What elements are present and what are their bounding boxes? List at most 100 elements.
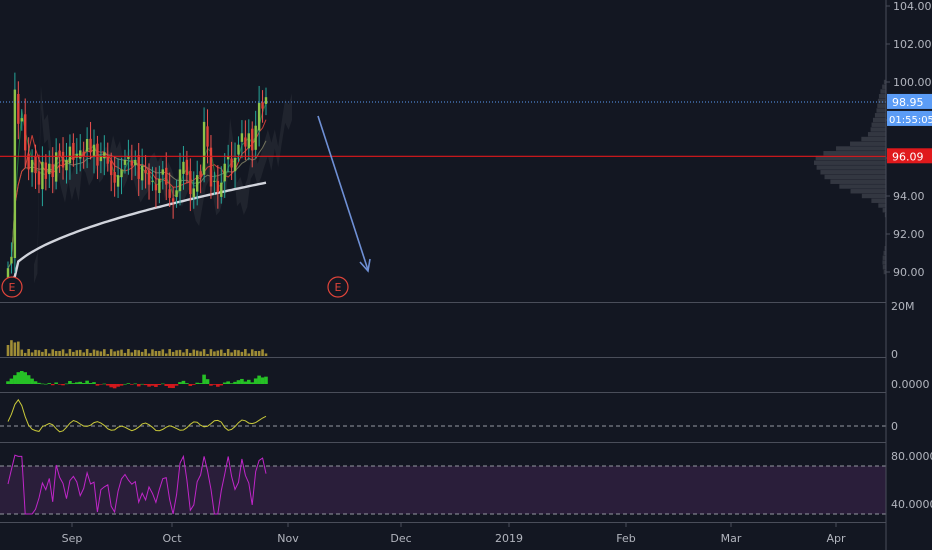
- price-axis-label: 100.00: [893, 76, 932, 89]
- macd-histogram-bar: [13, 375, 17, 384]
- volume-profile-bar: [839, 184, 886, 189]
- macd-histogram-bar: [99, 384, 103, 385]
- volume-bar: [223, 352, 227, 356]
- price-axis-label: 104.00: [893, 0, 932, 13]
- macd-histogram-bar: [161, 383, 165, 385]
- macd-histogram-bar: [264, 376, 268, 384]
- candle-body: [89, 138, 92, 153]
- candle-body: [206, 126, 209, 147]
- macd-histogram-bar: [164, 384, 169, 387]
- candle-body: [127, 156, 130, 160]
- macd-histogram-bar: [85, 380, 89, 384]
- volume-profile-bar: [820, 170, 886, 175]
- volume-profile-bar: [870, 127, 886, 132]
- candle-body: [144, 169, 147, 174]
- candle-body: [154, 184, 158, 191]
- candle-body: [116, 175, 120, 187]
- candle-body: [161, 169, 164, 175]
- macd-histogram-bar: [222, 382, 227, 384]
- macd-histogram-bar: [198, 383, 203, 384]
- volume-bar: [103, 349, 106, 356]
- macd-histogram-bar: [147, 384, 151, 387]
- volume-bar: [226, 349, 230, 356]
- slow-moving-average: [6, 181, 267, 290]
- candle-body: [220, 182, 223, 197]
- oscillator-axis-label: 0: [891, 420, 898, 433]
- volume-profile-bar: [883, 79, 886, 85]
- time-axis-label: Oct: [162, 532, 182, 545]
- volume-bar: [216, 350, 220, 356]
- volume-bar: [85, 349, 89, 356]
- macd-histogram-bar: [181, 380, 186, 384]
- macd-histogram-bar: [191, 384, 196, 385]
- macd-histogram-bar: [61, 384, 65, 386]
- candle-body: [103, 152, 106, 159]
- macd-histogram-bar: [71, 383, 76, 384]
- volume-bar: [154, 350, 158, 356]
- macd-histogram-bar: [102, 383, 107, 385]
- earnings-marker-label: E: [335, 281, 342, 294]
- candle-body: [24, 114, 27, 151]
- candle-body: [147, 170, 151, 185]
- candle-body: [110, 160, 113, 176]
- macd-histogram-bar: [57, 384, 62, 385]
- macd-histogram-bar: [216, 384, 220, 387]
- candle-body: [61, 151, 65, 168]
- volume-axis-label: 20M: [891, 300, 915, 313]
- volume-bar: [61, 349, 65, 356]
- candle-body: [140, 165, 144, 181]
- volume-profile-bar: [876, 108, 886, 113]
- macd-histogram-bar: [247, 379, 251, 384]
- macd-histogram-bar: [167, 384, 172, 388]
- candle-body: [230, 158, 233, 168]
- volume-bar: [192, 349, 196, 356]
- macd-histogram-bar: [236, 380, 241, 384]
- volume-bar: [147, 353, 151, 356]
- candle-body: [48, 163, 51, 175]
- volume-profile-bar: [871, 198, 886, 203]
- macd-histogram-bar: [116, 384, 120, 387]
- macd-histogram-bar: [44, 383, 48, 385]
- volume-bar: [137, 350, 141, 356]
- volume-bar: [178, 349, 182, 356]
- macd-histogram-bar: [40, 383, 45, 385]
- price-axis-label: 94.00: [893, 190, 925, 203]
- candle-body: [199, 171, 202, 177]
- volume-bar: [195, 350, 199, 356]
- macd-histogram-bar: [9, 378, 14, 384]
- volume-bar: [113, 351, 116, 356]
- candle-body: [44, 162, 48, 179]
- volume-bar: [96, 350, 99, 356]
- volume-profile-bar: [871, 122, 886, 127]
- volume-profile-bar: [861, 193, 886, 199]
- chart-marks-layer: [0, 72, 886, 515]
- candle-body: [257, 102, 261, 131]
- macd-axis-label: 0.0000: [891, 378, 930, 391]
- macd-histogram-bar: [195, 382, 199, 384]
- candle-body: [137, 155, 140, 179]
- volume-bar: [120, 349, 123, 356]
- macd-histogram-bar: [240, 378, 244, 384]
- macd-histogram-bar: [64, 383, 69, 385]
- volume-profile-bar: [883, 250, 886, 256]
- volume-profile-bar: [823, 151, 886, 156]
- candle-body: [233, 158, 237, 172]
- time-axis-label: Feb: [616, 532, 635, 545]
- volume-bar: [158, 350, 161, 356]
- volume-profile-bar: [884, 246, 886, 251]
- rsi-band: [0, 466, 886, 514]
- volume-profile-bar: [882, 265, 886, 270]
- macd-histogram-bar: [143, 384, 148, 386]
- candle-body: [85, 139, 89, 152]
- macd-histogram-bar: [6, 381, 10, 384]
- candle-body: [237, 144, 240, 155]
- macd-histogram-bar: [188, 384, 193, 386]
- volume-bar: [27, 349, 30, 356]
- candle-body: [254, 125, 257, 150]
- volume-bar: [140, 351, 144, 356]
- chart-labels-layer: Sep Oct Nov Dec 2019 Feb Mar Apr E E: [1, 276, 846, 545]
- macd-histogram-bar: [174, 384, 179, 386]
- volume-bar: [133, 349, 137, 356]
